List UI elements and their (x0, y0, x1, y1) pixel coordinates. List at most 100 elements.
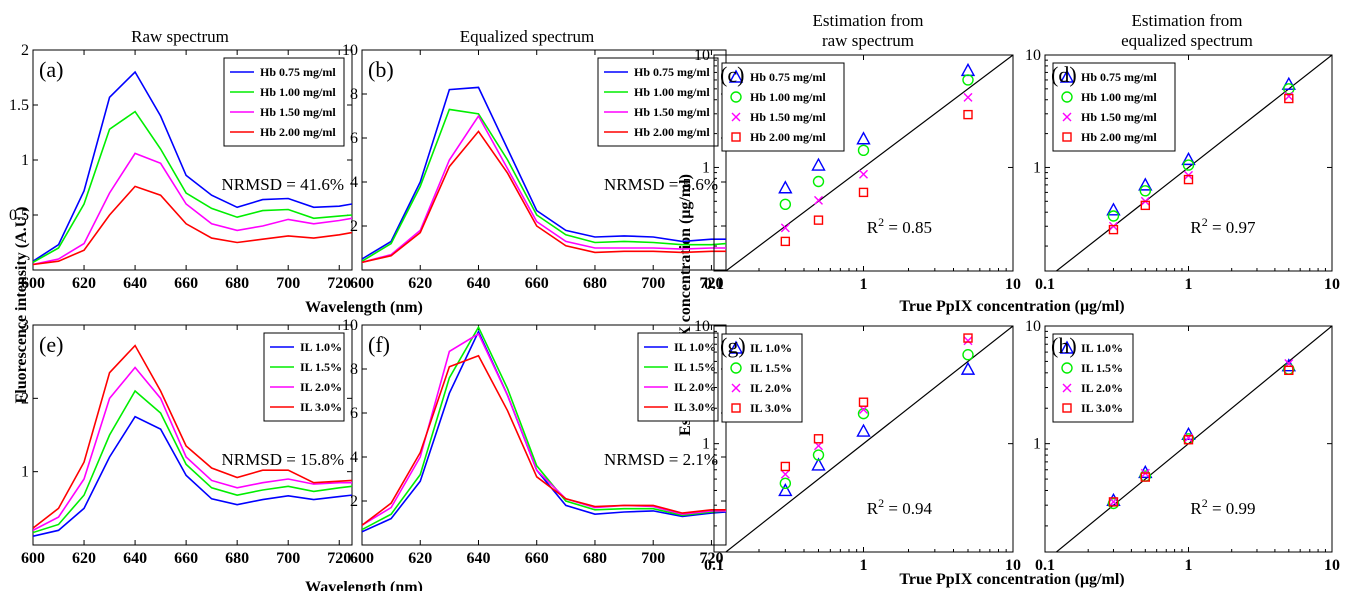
series-line-2 (362, 108, 726, 262)
data-point-circle (779, 198, 792, 211)
legend-marker-circle (730, 91, 742, 103)
x-tick-label: 0.1 (704, 276, 724, 293)
data-point-triangle (1106, 202, 1121, 216)
legend-label: IL 3.0% (300, 400, 342, 414)
data-point-square (1284, 93, 1294, 104)
legend-marker-circle (730, 362, 742, 374)
y-tick-label: 2 (350, 493, 358, 510)
data-point-triangle (1181, 426, 1196, 441)
legend-box (721, 333, 803, 423)
panel-label: (g) (720, 333, 746, 358)
r2-superscript: 2 (878, 496, 884, 510)
x-tick-label: 620 (408, 275, 432, 292)
axes-frame (361, 324, 727, 546)
panel-a: 600 620 640 660 680 700 720 0.5 1 1.5 2 Hb 0.75 mg/… (9, 42, 353, 292)
x-stroke (1062, 112, 1072, 122)
xlabel-wavelength-bottom: Wavelength (nm) (305, 579, 423, 591)
r2-superscript: 2 (1202, 496, 1208, 510)
y-tick-label: 6 (350, 405, 358, 422)
y-tick-label: 2 (350, 218, 358, 235)
data-point-x (1284, 91, 1294, 101)
series-group (33, 344, 352, 537)
x-tick-label: 1 (1185, 557, 1193, 574)
y-tick-label: 4 (350, 174, 358, 191)
r2-superscript: 2 (878, 215, 884, 229)
data-point-x (780, 223, 790, 233)
series-line-3 (33, 366, 352, 532)
x-stroke (731, 383, 741, 393)
legend-marker-triangle (1059, 69, 1075, 83)
x-tick-label: 640 (123, 275, 147, 292)
panel-label: (c) (720, 62, 744, 87)
y-tick-label: 6 (350, 130, 358, 147)
legend-label: IL 3.0% (1081, 401, 1123, 415)
x-tick-label: 700 (276, 275, 300, 292)
x-tick-label: 720 (699, 275, 723, 292)
data-point-triangle (856, 131, 871, 145)
legend-label: Hb 1.00 mg/ml (260, 85, 336, 99)
legend: IL 1.0% IL 1.5% IL 2.0% IL 3.0% (721, 333, 803, 423)
x-stroke (963, 336, 973, 346)
legend-marker-square (731, 403, 741, 413)
y-tick-label: 10 (342, 42, 358, 59)
data-point-triangle (856, 423, 871, 437)
legend-marker-triangle (728, 340, 744, 354)
series-group (1055, 326, 1332, 552)
r2-value: = 0.85 (884, 218, 932, 237)
data-point-triangle (960, 62, 976, 77)
legend-label: Hb 1.50 mg/ml (1081, 110, 1157, 124)
y-tick-label: 8 (350, 86, 358, 103)
x-tick-label: 640 (466, 275, 490, 292)
legend-label: IL 1.5% (674, 360, 716, 374)
y-tick-label: 2 (21, 390, 29, 407)
data-point-circle (779, 477, 792, 490)
x-stroke (814, 195, 823, 205)
legend: Hb 0.75 mg/ml Hb 1.00 mg/ml Hb 1.50 mg/ml H… (721, 62, 845, 152)
data-point-triangle (811, 457, 826, 471)
col-title-est-eq-line1: Estimation from (1132, 11, 1243, 30)
series-group (724, 326, 1013, 552)
r2-annotation: R2 = 0.85 (867, 215, 932, 237)
x-stroke (780, 223, 790, 233)
data-point-circle (1139, 185, 1152, 197)
series-group (1055, 55, 1332, 271)
x-tick-label: 620 (72, 550, 96, 567)
legend-label: Hb 1.50 mg/ml (260, 105, 336, 119)
xlabel-wavelength-top: Wavelength (nm) (305, 299, 423, 316)
x-stroke (963, 92, 973, 102)
legend-marker-x (731, 112, 741, 122)
r2-value: = 0.99 (1208, 499, 1256, 518)
legend-label: Hb 0.75 mg/ml (1081, 70, 1157, 84)
data-point-circle (962, 74, 974, 86)
data-point-square (1108, 224, 1119, 235)
x-tick-label: 600 (21, 275, 45, 292)
x-tick-label: 0.1 (704, 557, 724, 574)
legend-label: Hb 1.00 mg/ml (1081, 90, 1157, 104)
legend-marker-x (1062, 383, 1072, 393)
data-point-x (1108, 497, 1118, 507)
r2-symbol: R (1190, 218, 1202, 237)
data-point-triangle (1138, 177, 1153, 191)
col-title-est-raw-line2: raw spectrum (822, 31, 914, 50)
r2-annotation: R2 = 0.99 (1190, 496, 1255, 518)
series-line-4 (362, 354, 726, 526)
legend-label: IL 3.0% (750, 401, 792, 415)
y-tick-label: 8 (350, 361, 358, 378)
legend-label: Hb 0.75 mg/ml (634, 65, 710, 79)
legend: IL 1.0% IL 1.5% IL 2.0% IL 3.0% (263, 332, 345, 422)
x-stroke (1062, 383, 1072, 393)
r2-value: = 0.94 (884, 499, 932, 518)
legend-box (1052, 62, 1176, 152)
nrmsd-annotation: NRMSD = 5.6% (604, 175, 718, 194)
data-point-circle (1182, 159, 1195, 171)
legend-marker-x (731, 383, 741, 393)
series-group (362, 325, 726, 533)
xlabel-true-ppix-top: True PpIX concentration (μg/ml) (899, 298, 1124, 315)
data-point-circle (812, 449, 825, 461)
legend-label: Hb 2.00 mg/ml (1081, 130, 1157, 144)
x-tick-label: 600 (350, 550, 374, 567)
x-tick-label: 660 (525, 275, 549, 292)
legend-label: IL 1.0% (1081, 341, 1123, 355)
legend-label: IL 2.0% (1081, 381, 1123, 395)
x-tick-label: 10 (1324, 276, 1340, 293)
